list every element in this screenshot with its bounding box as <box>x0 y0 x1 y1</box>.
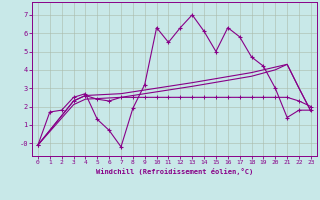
X-axis label: Windchill (Refroidissement éolien,°C): Windchill (Refroidissement éolien,°C) <box>96 168 253 175</box>
